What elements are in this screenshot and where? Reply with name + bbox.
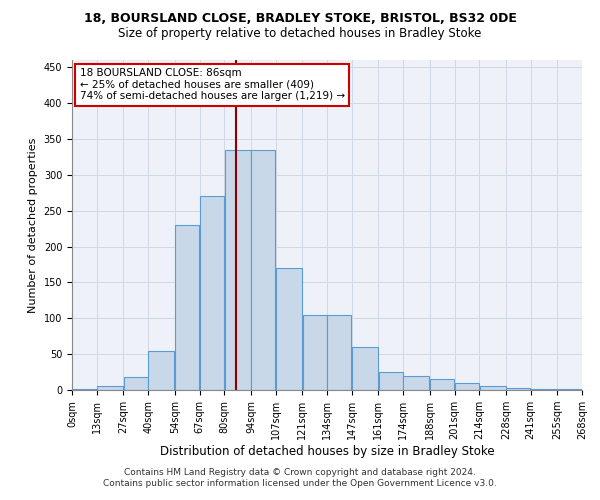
X-axis label: Distribution of detached houses by size in Bradley Stoke: Distribution of detached houses by size … bbox=[160, 445, 494, 458]
Text: Contains HM Land Registry data © Crown copyright and database right 2024.
Contai: Contains HM Land Registry data © Crown c… bbox=[103, 468, 497, 487]
Bar bbox=[379, 372, 403, 390]
Text: 18, BOURSLAND CLOSE, BRADLEY STOKE, BRISTOL, BS32 0DE: 18, BOURSLAND CLOSE, BRADLEY STOKE, BRIS… bbox=[83, 12, 517, 26]
Bar bbox=[403, 376, 430, 390]
Bar bbox=[200, 196, 224, 390]
Bar bbox=[224, 150, 251, 390]
Bar bbox=[97, 386, 123, 390]
Bar bbox=[455, 383, 479, 390]
Text: Size of property relative to detached houses in Bradley Stoke: Size of property relative to detached ho… bbox=[118, 28, 482, 40]
Bar bbox=[276, 268, 302, 390]
Bar bbox=[175, 225, 199, 390]
Bar bbox=[352, 347, 378, 390]
Bar bbox=[506, 388, 530, 390]
Bar bbox=[302, 314, 327, 390]
Y-axis label: Number of detached properties: Number of detached properties bbox=[28, 138, 38, 312]
Text: 18 BOURSLAND CLOSE: 86sqm
← 25% of detached houses are smaller (409)
74% of semi: 18 BOURSLAND CLOSE: 86sqm ← 25% of detac… bbox=[80, 68, 345, 102]
Bar bbox=[148, 350, 175, 390]
Bar bbox=[124, 377, 148, 390]
Bar bbox=[430, 379, 454, 390]
Bar bbox=[327, 314, 352, 390]
Bar bbox=[479, 386, 506, 390]
Bar bbox=[251, 150, 275, 390]
